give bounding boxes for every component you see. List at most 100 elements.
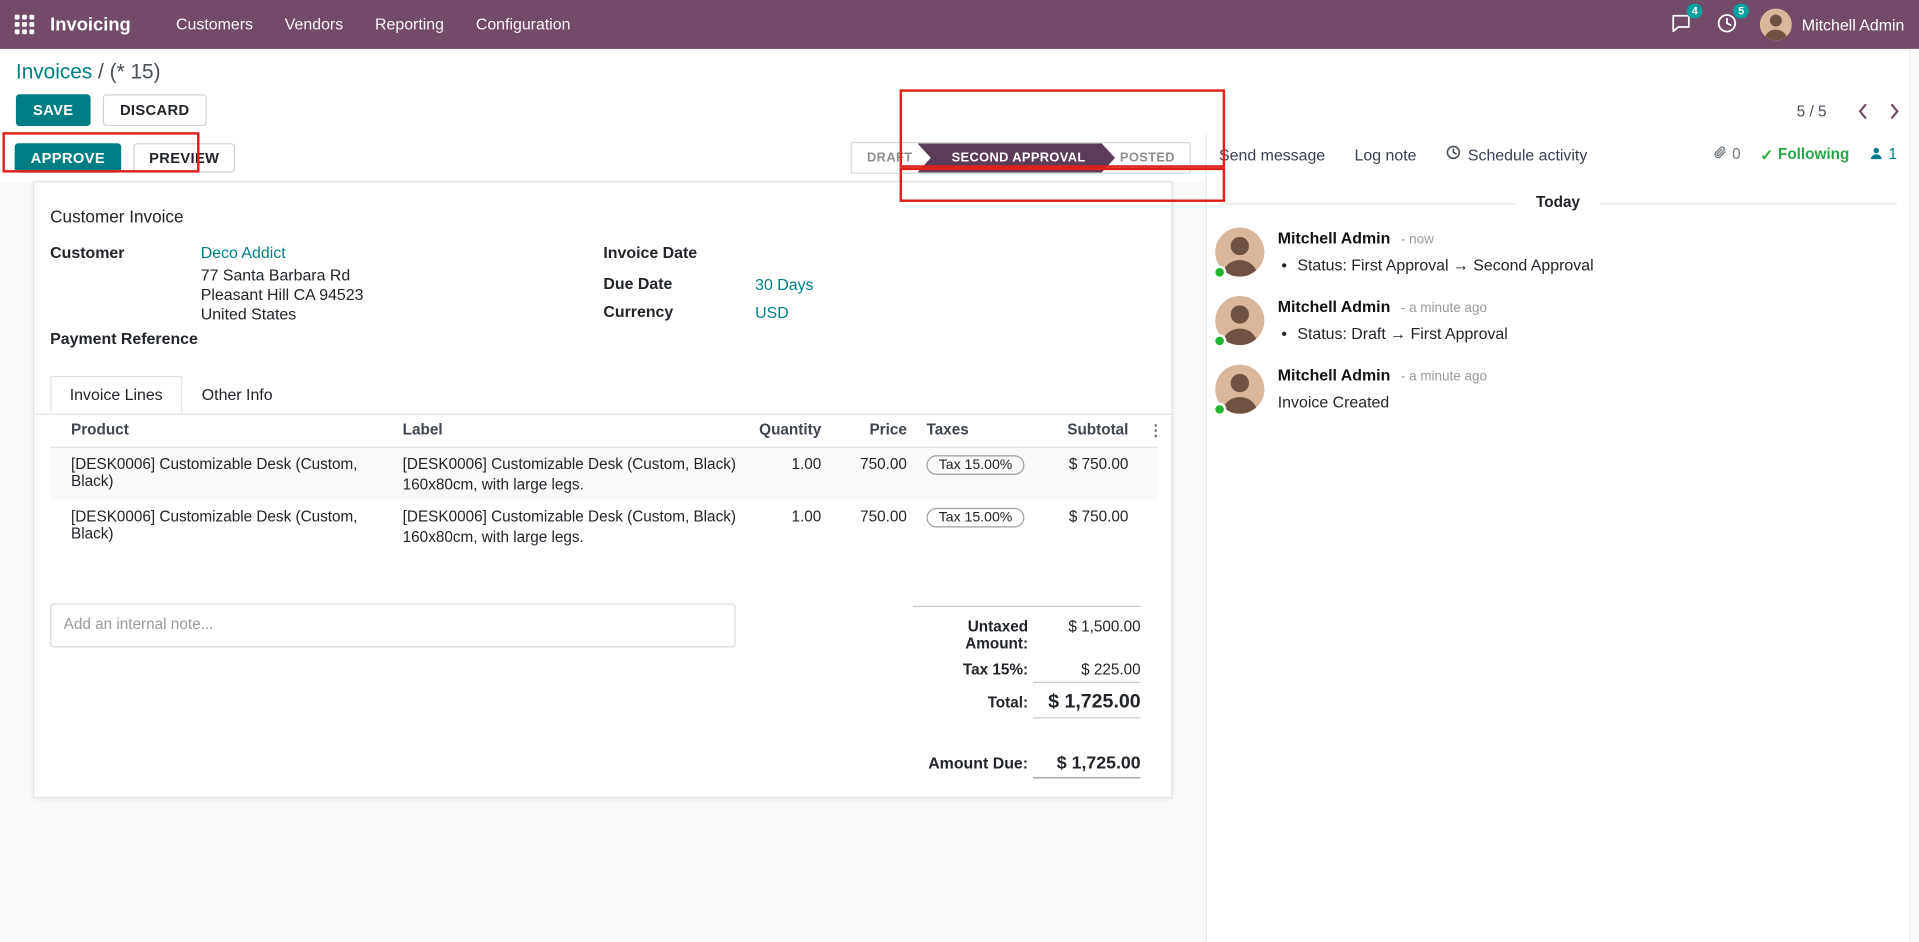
cell-subtotal: $ 750.00: [1068, 507, 1129, 526]
message-author[interactable]: Mitchell Admin: [1277, 297, 1391, 316]
form-buttons: SAVE DISCARD: [15, 94, 207, 127]
schedule-clock-icon: [1446, 144, 1462, 164]
col-header-quantity: Quantity: [759, 421, 822, 439]
form-view: Customer Invoice Customer Deco Addict 77…: [0, 181, 1206, 942]
pager-previous-icon[interactable]: [1846, 103, 1879, 120]
status-posted[interactable]: POSTED: [1119, 150, 1175, 166]
apps-grid-icon[interactable]: [14, 14, 35, 35]
discard-button[interactable]: DISCARD: [102, 94, 207, 127]
table-row[interactable]: [DESK0006] Customizable Desk (Custom, Bl…: [50, 501, 1158, 554]
customer-label: Customer: [50, 243, 125, 262]
customer-address-line3: United States: [200, 304, 297, 324]
optional-columns-icon[interactable]: ⋮: [1148, 422, 1164, 440]
cell-product[interactable]: [DESK0006] Customizable Desk (Custom, Bl…: [70, 507, 358, 543]
log-note-button[interactable]: Log note: [1354, 145, 1417, 164]
col-header-label: Label: [402, 421, 443, 439]
messages-badge: 4: [1686, 3, 1703, 19]
attachments-button[interactable]: 0: [1713, 144, 1741, 164]
table-row[interactable]: [DESK0006] Customizable Desk (Custom, Bl…: [50, 447, 1158, 501]
tax-label: Tax 15%:: [962, 660, 1029, 679]
due-date-label: Due Date: [603, 274, 673, 293]
clock-icon: [1716, 12, 1738, 38]
breadcrumb-invoices-link[interactable]: Invoices: [15, 59, 93, 84]
online-status-dot: [1212, 334, 1227, 348]
status-draft[interactable]: DRAFT: [867, 150, 913, 166]
payment-reference-label: Payment Reference: [50, 329, 198, 348]
message-body: Status: Draft → First Approval: [1278, 324, 1507, 342]
cell-quantity[interactable]: 1.00: [791, 455, 822, 473]
breadcrumb: Invoices / (* 15): [16, 60, 161, 84]
tax-pill[interactable]: Tax 15.00%: [926, 455, 1025, 475]
avatar[interactable]: [1212, 227, 1265, 280]
avatar[interactable]: [1212, 364, 1265, 417]
currency-label: Currency: [603, 302, 674, 321]
cell-quantity[interactable]: 1.00: [791, 507, 822, 526]
app-name-menu[interactable]: Invoicing: [50, 14, 131, 35]
tab-other-info[interactable]: Other Info: [201, 385, 273, 404]
followers-button[interactable]: 1: [1869, 145, 1897, 163]
message-author[interactable]: Mitchell Admin: [1277, 228, 1391, 248]
nav-item-vendors[interactable]: Vendors: [284, 14, 344, 34]
schedule-activity-button[interactable]: Schedule activity: [1446, 144, 1587, 164]
message-author[interactable]: Mitchell Admin: [1277, 365, 1391, 385]
status-widget: DRAFT SECOND APPROVAL POSTED: [851, 141, 1191, 174]
chatter-message: Mitchell Admin - a minute ago Invoice Cr…: [1207, 355, 1910, 424]
user-menu[interactable]: Mitchell Admin: [1760, 8, 1904, 41]
label-line2: 160x80cm, with large legs.: [402, 476, 584, 494]
internal-note-input[interactable]: [50, 603, 736, 648]
nav-item-customers[interactable]: Customers: [176, 14, 253, 34]
cell-price[interactable]: 750.00: [860, 455, 907, 473]
tax-pill[interactable]: Tax 15.00%: [926, 507, 1025, 528]
label-line2: 160x80cm, with large legs.: [402, 528, 584, 546]
cell-label[interactable]: [DESK0006] Customizable Desk (Custom, Bl…: [393, 501, 748, 554]
message-time: - a minute ago: [1400, 369, 1487, 385]
avatar[interactable]: [1212, 296, 1265, 348]
scrollbar[interactable]: [1909, 48, 1919, 942]
label-line1: [DESK0006] Customizable Desk (Custom, Bl…: [402, 455, 736, 473]
chatter-panel: Send message Log note Schedule activity …: [1205, 134, 1910, 942]
paperclip-icon: [1713, 144, 1728, 164]
following-button[interactable]: ✓ Following: [1760, 145, 1849, 164]
col-header-taxes: Taxes: [926, 421, 969, 439]
message-body: Invoice Created: [1277, 392, 1390, 412]
document-type-heading: Customer Invoice: [50, 206, 184, 227]
currency-field[interactable]: USD: [755, 303, 789, 322]
activities-badge: 5: [1733, 3, 1750, 18]
send-message-button[interactable]: Send message: [1219, 145, 1326, 164]
message-body: Status: First Approval → Second Approval: [1278, 256, 1593, 274]
chatter-message: Mitchell Admin - a minute ago Status: Dr…: [1207, 286, 1910, 355]
invoice-date-field[interactable]: [755, 241, 1000, 263]
status-second-approval[interactable]: SECOND APPROVAL: [917, 143, 1115, 172]
statusbar-row: APPROVE PREVIEW DRAFT SECOND APPROVAL PO…: [0, 134, 1206, 182]
due-date-field[interactable]: 30 Days: [755, 275, 814, 294]
record-pager: 5 / 5: [1797, 103, 1912, 120]
notebook-tabs: Invoice Lines Other Info: [50, 375, 292, 414]
save-button[interactable]: SAVE: [15, 94, 91, 127]
activities-menu[interactable]: 5: [1716, 3, 1750, 38]
nav-item-reporting[interactable]: Reporting: [375, 14, 445, 34]
date-divider: Today: [1207, 193, 1910, 211]
tab-invoice-lines[interactable]: Invoice Lines: [50, 375, 183, 414]
chat-bubble-icon: [1671, 12, 1692, 36]
user-avatar: [1760, 8, 1793, 41]
total-value: $ 1,725.00: [1032, 692, 1141, 719]
schedule-activity-label: Schedule activity: [1467, 145, 1588, 164]
approve-button[interactable]: APPROVE: [14, 143, 121, 173]
online-status-dot: [1212, 265, 1227, 280]
nav-item-configuration[interactable]: Configuration: [475, 14, 571, 34]
chatter-toolbar: Send message Log note Schedule activity …: [1207, 135, 1910, 174]
preview-button[interactable]: PREVIEW: [133, 143, 236, 173]
cell-label[interactable]: [DESK0006] Customizable Desk (Custom, Bl…: [393, 448, 748, 501]
pager-count[interactable]: 5 / 5: [1796, 102, 1827, 120]
col-header-product: Product: [70, 421, 129, 439]
cell-price[interactable]: 750.00: [860, 507, 907, 526]
total-label: Total:: [987, 693, 1029, 712]
cell-product[interactable]: [DESK0006] Customizable Desk (Custom, Bl…: [70, 455, 358, 490]
breadcrumb-separator: /: [98, 59, 104, 84]
messages-menu[interactable]: 4: [1671, 3, 1703, 36]
customer-link[interactable]: Deco Addict: [200, 243, 286, 262]
pager-next-icon[interactable]: [1879, 103, 1912, 120]
table-header-row: Product Label Quantity Price Taxes Subto…: [50, 415, 1164, 448]
untaxed-amount-label: Untaxed Amount:: [965, 618, 1029, 653]
